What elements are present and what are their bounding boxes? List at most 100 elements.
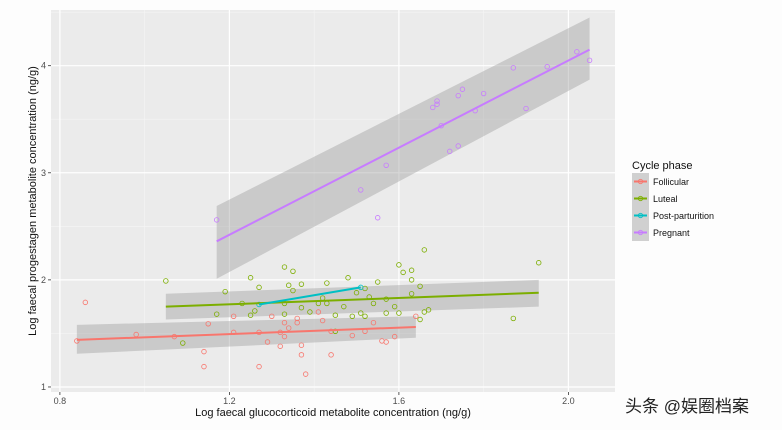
confidence-band-follicular: [76, 316, 416, 354]
data-point-luteal: [247, 312, 254, 318]
y-tick-label: 4: [41, 61, 46, 71]
data-point-luteal: [180, 340, 186, 346]
data-point-follicular: [264, 339, 271, 345]
data-point-pregnant: [447, 148, 453, 155]
confidence-bands: [76, 17, 590, 354]
data-point-luteal: [341, 303, 347, 310]
data-point-luteal: [256, 284, 262, 291]
data-point-follicular: [383, 339, 389, 345]
fit-line-pregnant: [216, 48, 591, 243]
data-point-follicular: [256, 363, 262, 370]
x-tick-label: 1.6: [393, 396, 406, 406]
data-point-luteal: [163, 278, 169, 284]
data-point-luteal: [298, 305, 305, 311]
legend: Cycle phase Follicular Luteal Post-parturi…: [632, 160, 714, 241]
legend-label-post-parturition: Post-parturition: [653, 211, 714, 221]
y-tick-label: 3: [41, 168, 46, 178]
data-point-luteal: [281, 264, 288, 270]
data-point-luteal: [391, 303, 398, 310]
data-point-luteal: [408, 291, 415, 297]
data-point-luteal: [396, 262, 402, 268]
data-point-pregnant: [510, 65, 517, 71]
data-point-luteal: [298, 281, 305, 287]
data-point-follicular: [281, 320, 288, 326]
legend-label-luteal: Luteal: [653, 194, 678, 204]
data-point-follicular: [281, 333, 288, 340]
data-point-follicular: [230, 313, 237, 319]
data-point-pregnant: [586, 57, 593, 64]
data-point-follicular: [205, 321, 211, 327]
data-point-luteal: [400, 269, 406, 276]
legend-key-point: [637, 195, 644, 202]
gridlines: [51, 10, 615, 392]
y-tick-label: 1: [41, 382, 46, 392]
data-point-pregnant: [455, 92, 461, 99]
legend-key-point: [637, 229, 644, 236]
legend-title: Cycle phase: [632, 160, 693, 172]
data-point-follicular: [74, 338, 80, 344]
data-point-follicular: [349, 332, 355, 339]
data-point-follicular: [294, 320, 300, 326]
x-tick-label: 1.2: [223, 396, 236, 406]
data-point-follicular: [201, 348, 207, 355]
watermark: 头条 @娱圈档案: [625, 397, 749, 416]
fit-line-post-parturition: [258, 286, 361, 306]
data-point-pregnant: [375, 215, 381, 221]
data-point-follicular: [315, 309, 322, 315]
data-point-luteal: [510, 315, 517, 322]
data-point-follicular: [391, 333, 398, 340]
legend-label-follicular: Follicular: [653, 177, 689, 187]
data-point-follicular: [328, 352, 334, 358]
data-point-follicular: [82, 299, 89, 306]
data-point-luteal: [345, 275, 351, 281]
data-point-follicular: [269, 313, 275, 319]
data-point-pregnant: [523, 105, 529, 112]
data-point-pregnant: [459, 86, 466, 92]
x-axis-label: Log faecal glucocorticoid metabolite con…: [195, 407, 471, 419]
data-point-luteal: [362, 313, 368, 319]
data-point-luteal: [307, 309, 313, 315]
data-point-pregnant: [213, 217, 220, 223]
data-point-luteal: [375, 279, 381, 285]
data-point-pregnant: [434, 98, 440, 104]
data-point-luteal: [324, 280, 330, 286]
data-point-luteal: [417, 316, 423, 323]
data-point-luteal: [222, 288, 228, 295]
x-tick-label: 0.8: [54, 396, 67, 406]
data-point-luteal: [408, 267, 415, 273]
data-point-follicular: [302, 371, 309, 377]
data-point-luteal: [332, 312, 339, 318]
data-point-follicular: [298, 352, 305, 358]
data-point-luteal: [286, 282, 292, 288]
data-point-luteal: [425, 307, 432, 313]
data-point-pregnant: [358, 187, 364, 193]
data-point-follicular: [286, 325, 292, 331]
data-point-luteal: [396, 310, 402, 316]
data-point-follicular: [319, 317, 326, 324]
data-point-follicular: [277, 343, 283, 349]
data-point-luteal: [349, 313, 355, 319]
y-axis-label: Log faecal progestagen metabolite concen…: [27, 66, 39, 336]
data-point-luteal: [252, 308, 258, 314]
axis-ticks: 0.8 1.2 1.6 2.0 1 2 3 4: [41, 61, 575, 406]
data-point-pregnant: [434, 101, 440, 107]
data-point-pregnant: [574, 49, 580, 55]
data-point-follicular: [413, 313, 419, 319]
data-point-luteal: [281, 311, 288, 317]
fit-line-luteal: [165, 291, 539, 308]
data-point-follicular: [201, 363, 207, 370]
legend-key-point: [637, 212, 644, 219]
data-points: [74, 49, 593, 377]
data-point-luteal: [213, 311, 220, 317]
data-point-luteal: [370, 300, 377, 307]
data-point-luteal: [290, 287, 296, 294]
confidence-band-pregnant: [216, 17, 590, 279]
data-point-follicular: [298, 342, 305, 348]
data-point-pregnant: [383, 162, 389, 168]
data-point-pregnant: [480, 90, 487, 97]
regression-lines: [76, 48, 591, 341]
data-point-luteal: [332, 328, 339, 334]
data-point-luteal: [536, 260, 542, 266]
data-point-pregnant: [430, 104, 436, 111]
